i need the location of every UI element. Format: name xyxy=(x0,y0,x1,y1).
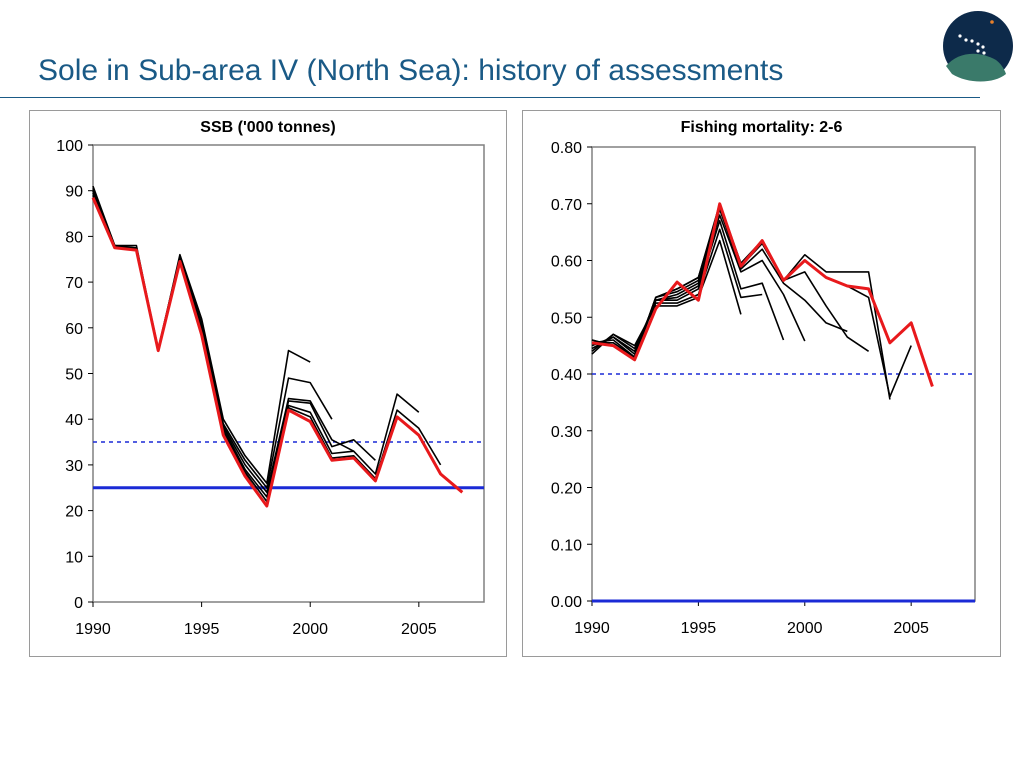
ssb-chart-title: SSB ('000 tonnes) xyxy=(200,119,336,136)
f-y-tick-label: 0.70 xyxy=(551,197,582,214)
ssb-x-tick-label: 1995 xyxy=(184,621,220,638)
f-x-tick-label: 2000 xyxy=(787,620,823,637)
ssb-y-tick-label: 10 xyxy=(65,549,83,566)
ssb-x-tick-label: 2000 xyxy=(292,621,328,638)
ssb-plot-frame xyxy=(92,144,485,603)
f-historic-assessment-line xyxy=(591,214,806,355)
ssb-historic-assessment-line xyxy=(92,190,355,494)
ssb-y-tick-label: 60 xyxy=(65,321,83,338)
ssb-chart-panel: SSB ('000 tonnes) 0 10 20 30 40 50 60 70 80 90 100… xyxy=(29,110,507,657)
ssb-y-tick-label: 90 xyxy=(65,184,83,201)
ssb-y-tick-label: 50 xyxy=(65,367,83,384)
ssb-x-tick-label: 2005 xyxy=(401,621,437,638)
ssb-historic-assessment-line xyxy=(92,185,311,485)
f-y-tick-label: 0.60 xyxy=(551,254,582,271)
f-historic-assessment-line xyxy=(591,228,763,352)
f-y-tick-label: 0.80 xyxy=(551,140,582,157)
f-y-tick-label: 0.20 xyxy=(551,481,582,498)
f-current-assessment-line xyxy=(591,202,934,387)
ssb-y-tick-label: 20 xyxy=(65,504,83,521)
ssb-y-tick-label: 30 xyxy=(65,458,83,475)
f-y-tick-label: 0.40 xyxy=(551,367,582,384)
f-historic-assessment-line xyxy=(592,205,870,358)
organisation-logo xyxy=(943,11,1013,82)
ssb-y-tick-label: 40 xyxy=(65,412,83,429)
logo-wave xyxy=(946,53,1006,82)
f-historic-assessment-line xyxy=(591,220,785,353)
f-y-tick-label: 0.10 xyxy=(551,537,582,554)
page-title: Sole in Sub-area IV (North Sea): history… xyxy=(38,54,784,87)
f-x-tick-label: 1995 xyxy=(681,620,717,637)
f-x-tick-label: 2005 xyxy=(893,620,929,637)
fishing-mortality-chart: 0.00 0.10 0.20 0.30 0.40 0.50 0.60 0.70 0.80 1990… xyxy=(551,140,976,637)
ssb-historic-assessment-line xyxy=(92,194,442,507)
fishing-mortality-chart-panel: Fishing mortality: 2-6 0.00 0.10 0.20 0.30 0… xyxy=(522,110,1001,657)
ssb-y-tick-label: 70 xyxy=(65,275,83,292)
f-historic-assessment-line xyxy=(591,203,891,400)
ssb-y-tick-label: 80 xyxy=(65,229,83,246)
f-y-tick-label: 0.50 xyxy=(551,310,582,327)
ssb-historic-assessment-line xyxy=(92,188,333,489)
f-y-tick-label: 0.30 xyxy=(551,424,582,441)
f-x-tick-label: 1990 xyxy=(574,620,610,637)
fishing-mortality-chart-title: Fishing mortality: 2-6 xyxy=(680,119,843,136)
f-y-tick-label: 0.00 xyxy=(551,594,582,611)
ssb-current-assessment-line xyxy=(91,197,464,508)
title-divider xyxy=(0,97,980,98)
f-historic-assessment-line xyxy=(591,205,912,398)
ssb-x-tick-label: 1990 xyxy=(75,621,111,638)
ssb-y-tick-label: 100 xyxy=(56,138,83,155)
ssb-y-tick-label: 0 xyxy=(74,595,83,612)
ssb-chart: 0 10 20 30 40 50 60 70 80 90 100 1990 1995 2000 2005 xyxy=(56,138,485,638)
